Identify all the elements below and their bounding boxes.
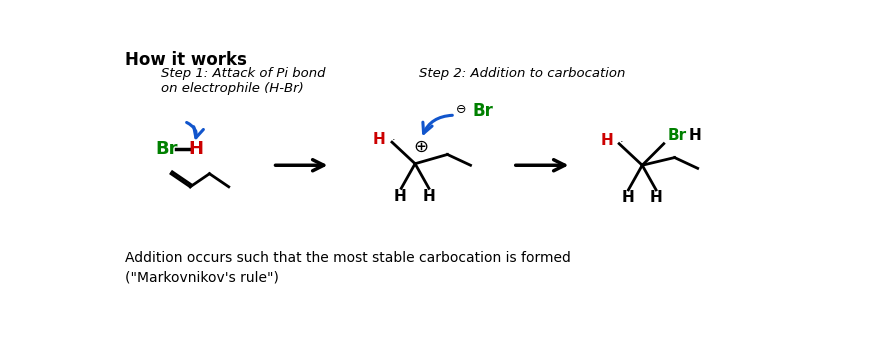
Text: How it works: How it works [124, 51, 247, 68]
Text: H: H [687, 129, 700, 143]
Text: H: H [394, 189, 407, 204]
Text: H: H [188, 140, 202, 158]
Text: .: . [619, 134, 622, 144]
Text: Step 1: Attack of Pi bond
on electrophile (H-Br): Step 1: Attack of Pi bond on electrophil… [161, 67, 325, 95]
Text: Br: Br [667, 129, 686, 143]
Text: Addition occurs such that the most stable carbocation is formed
("Markovnikov's : Addition occurs such that the most stabl… [124, 251, 570, 284]
Text: H: H [620, 190, 634, 205]
Text: .: . [391, 132, 395, 142]
Text: Br: Br [472, 103, 493, 120]
Text: ⊖: ⊖ [455, 103, 466, 116]
Text: ⊕: ⊕ [413, 138, 428, 156]
Text: H: H [422, 189, 434, 204]
Text: H: H [373, 131, 385, 147]
Text: Br: Br [155, 140, 177, 158]
Text: H: H [600, 133, 613, 148]
Text: H: H [649, 190, 661, 205]
Text: Step 2: Addition to carbocation: Step 2: Addition to carbocation [419, 67, 625, 80]
